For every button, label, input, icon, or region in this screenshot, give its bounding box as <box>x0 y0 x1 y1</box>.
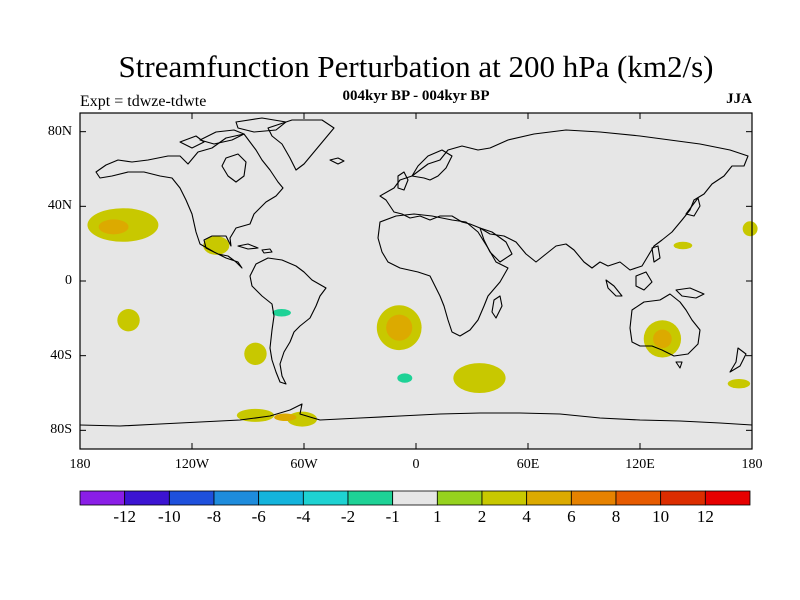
map-title: Streamfunction Perturbation at 200 hPa (… <box>118 49 714 84</box>
y-tick-label: 0 <box>65 273 72 288</box>
colorbar-swatch <box>481 490 528 506</box>
contour-region-14 <box>244 342 267 365</box>
colorbar-swatch <box>213 490 260 506</box>
y-tick-label: 40S <box>50 347 72 363</box>
contour-region-6 <box>397 225 454 248</box>
coast-arctic-islands-2 <box>235 117 287 133</box>
colorbar-swatch <box>168 490 215 506</box>
colorbar-label: 10 <box>652 507 670 526</box>
colorbar-label: 12 <box>696 507 714 526</box>
x-tick-label: 120E <box>625 457 655 472</box>
coast-tasmania <box>675 361 683 369</box>
coast-borneo <box>635 271 653 291</box>
colorbar-label: 4 <box>522 507 531 526</box>
coast-greenland <box>267 119 335 171</box>
contour-region-24 <box>653 329 672 349</box>
colorbar-swatch <box>302 490 349 506</box>
colorbar-label: -1 <box>385 507 400 526</box>
coast-antarctica <box>79 403 753 427</box>
y-tick-label: 80S <box>50 422 72 438</box>
contour-region-9 <box>117 309 140 332</box>
coast-philippines <box>651 245 661 263</box>
coast-cuba <box>237 243 259 250</box>
y-tick-label: 80N <box>47 123 72 139</box>
contour-region-19 <box>447 393 459 401</box>
contour-region-18 <box>397 373 413 383</box>
colorbar-label: 6 <box>567 507 576 526</box>
colorbar-label: 8 <box>611 507 621 526</box>
colorbar-swatch <box>392 490 438 506</box>
contour-region-1 <box>98 219 129 235</box>
coast-sumatra <box>605 279 623 297</box>
colorbar-swatch <box>660 490 706 506</box>
contour-region-20 <box>453 363 506 394</box>
x-tick-label: 0 <box>412 457 420 472</box>
coast-arabia <box>479 227 513 263</box>
contour-region-2 <box>85 190 97 197</box>
contour-region-16 <box>386 314 413 341</box>
axis-ticks <box>79 113 753 449</box>
x-tick-label: 180 <box>69 457 91 472</box>
contour-region-21 <box>473 323 486 329</box>
coast-iceland <box>329 157 345 165</box>
contour-region-7 <box>397 159 409 168</box>
coast-japan <box>685 197 701 217</box>
contour-region-13 <box>158 340 192 382</box>
contour-region-3 <box>106 256 114 265</box>
coast-scandinavia <box>411 149 453 181</box>
coast-hudson-bay <box>221 153 247 183</box>
colorbar-swatch <box>347 490 394 506</box>
coast-north-america <box>95 133 284 269</box>
colorbar-swatch <box>704 490 751 506</box>
coast-africa <box>377 213 509 337</box>
coast-hispaniola <box>261 248 273 254</box>
season-label: JJA <box>726 91 752 107</box>
colorbar-swatch <box>124 490 170 506</box>
x-tick-label: 60E <box>516 457 540 472</box>
colorbar-swatch <box>436 490 483 506</box>
colorbar-swatch <box>79 490 126 506</box>
x-tick-label: 120W <box>174 457 210 472</box>
colorbar-swatch <box>615 490 662 506</box>
contour-region-30 <box>274 413 297 421</box>
coast-britain <box>397 171 409 191</box>
experiment-period-subtitle: 004kyr BP - 004kyr BP <box>342 88 490 104</box>
contour-region-27 <box>742 221 758 237</box>
colorbar <box>79 490 751 506</box>
coast-south-america <box>249 257 327 385</box>
coast-arctic-islands-3 <box>179 135 205 149</box>
colorbar-label: 1 <box>433 507 442 526</box>
coastlines <box>79 117 753 427</box>
contour-region-25 <box>727 379 751 389</box>
x-tick-label: 180 <box>741 457 763 472</box>
coast-new-zealand <box>729 347 747 373</box>
contour-region-5 <box>324 221 422 248</box>
y-tick-label: 40N <box>47 198 72 214</box>
colorbar-label: -10 <box>157 507 181 526</box>
colorbar-label: -4 <box>296 507 311 526</box>
colorbar-label: -2 <box>340 507 356 526</box>
coast-australia <box>629 293 701 357</box>
contour-region-26 <box>673 241 693 250</box>
coast-madagascar <box>491 295 503 319</box>
coast-arctic-islands-1 <box>199 129 245 145</box>
contour-region-8 <box>485 185 527 209</box>
contour-region-22 <box>518 320 564 336</box>
coast-eurasia <box>379 129 749 271</box>
colorbar-swatch <box>570 490 617 506</box>
colorbar-swatch <box>258 490 304 506</box>
x-tick-label: 60W <box>290 457 318 472</box>
colorbar-swatch <box>526 490 572 506</box>
colorbar-label: -12 <box>113 507 136 526</box>
colorbar-label: -8 <box>206 507 222 526</box>
experiment-label: Expt = tdwze-tdwte <box>80 93 207 110</box>
colorbar-label: -6 <box>251 507 266 526</box>
colorbar-label: 2 <box>477 507 487 526</box>
contour-region-12 <box>272 309 291 317</box>
coast-new-guinea <box>675 287 705 299</box>
contour-regions <box>85 159 758 427</box>
